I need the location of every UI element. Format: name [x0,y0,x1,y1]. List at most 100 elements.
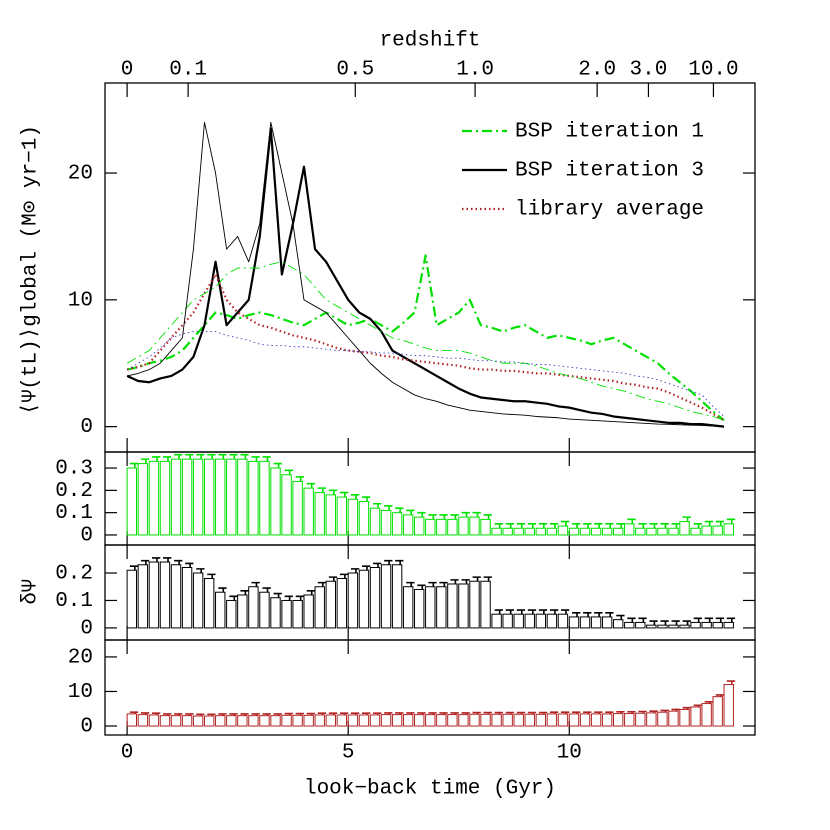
legend-label: BSP iteration 3 [515,160,704,183]
error-bar [505,711,515,715]
bar [303,487,314,536]
error-bar [129,462,139,469]
error-bar [627,518,636,524]
bar [624,621,635,629]
x2-tick-label: 0 [121,59,134,82]
bar [613,713,624,727]
bar [723,621,734,629]
bar [391,564,403,629]
x2-tick-label: 3.0 [630,59,668,82]
bar [425,518,436,536]
error-bar [428,581,437,587]
error-bar [196,713,205,716]
bar [192,715,204,727]
error-bar [273,713,282,716]
bar [425,714,436,727]
error-bar [638,710,647,714]
error-bar [527,523,537,529]
bar [668,527,679,536]
error-bar [682,706,691,710]
error-bar [472,511,481,518]
bar [170,715,182,727]
error-bar [439,712,448,715]
error-bar [605,711,614,714]
bar [137,564,149,629]
error-bar [262,587,271,593]
bar [712,696,723,727]
error-bar [583,612,592,617]
error-bar [240,590,249,595]
error-bar [295,595,304,601]
bar [347,572,359,629]
bar [159,715,171,727]
bar [458,516,469,536]
y-tick-label: 0.1 [55,590,93,613]
bar [369,567,381,629]
error-bar [483,576,492,582]
error-bar [505,523,515,529]
error-bar [538,711,548,715]
error-bar [638,617,647,623]
bar [546,713,558,727]
error-bar [638,523,647,529]
error-bar [373,712,382,715]
bar [358,501,370,536]
bar [491,713,502,727]
bar [148,561,160,629]
bar [568,616,580,629]
series-line [126,273,725,422]
error-bar [660,709,669,713]
error-bar [671,620,680,626]
bar [480,713,491,727]
error-bar [516,711,526,715]
bar [226,599,237,629]
bar [203,458,215,536]
bar [292,714,303,727]
error-bar [295,476,304,482]
error-bar [549,711,559,714]
x2-tick-label: 0.1 [169,59,207,82]
error-bar [516,609,526,615]
bar [192,458,204,536]
bar [679,521,690,536]
y-tick-label: 20 [68,163,93,186]
bar [248,586,259,629]
bar [126,713,138,727]
bar [557,613,569,629]
bar [148,460,160,536]
bar [712,621,723,629]
error-bar [185,713,194,716]
bar [259,460,270,536]
error-bar [428,712,437,715]
bar [657,711,668,727]
error-bar [350,494,360,500]
error-bar [494,523,503,529]
bar [237,715,248,727]
bar [270,715,281,727]
error-bar [151,456,161,462]
error-bar [140,559,150,565]
bar [524,613,535,629]
error-bar [350,568,360,574]
error-bar [317,487,327,493]
error-bar [196,453,205,460]
x2-tick-label: 10.0 [688,59,738,82]
bar [546,527,558,536]
bar [469,516,480,536]
panel-frame [104,639,756,736]
bar [226,458,237,536]
error-bar [306,712,316,716]
x2-axis-label: redshift [380,30,481,53]
bar [524,713,535,727]
bar [502,613,513,629]
bar [281,599,292,629]
error-bar [395,559,404,565]
error-bar [129,711,139,714]
bar [347,714,359,727]
bar [248,460,259,536]
bar [491,613,502,629]
error-bar [572,612,581,617]
series-line [127,121,725,428]
error-bar [505,609,515,615]
